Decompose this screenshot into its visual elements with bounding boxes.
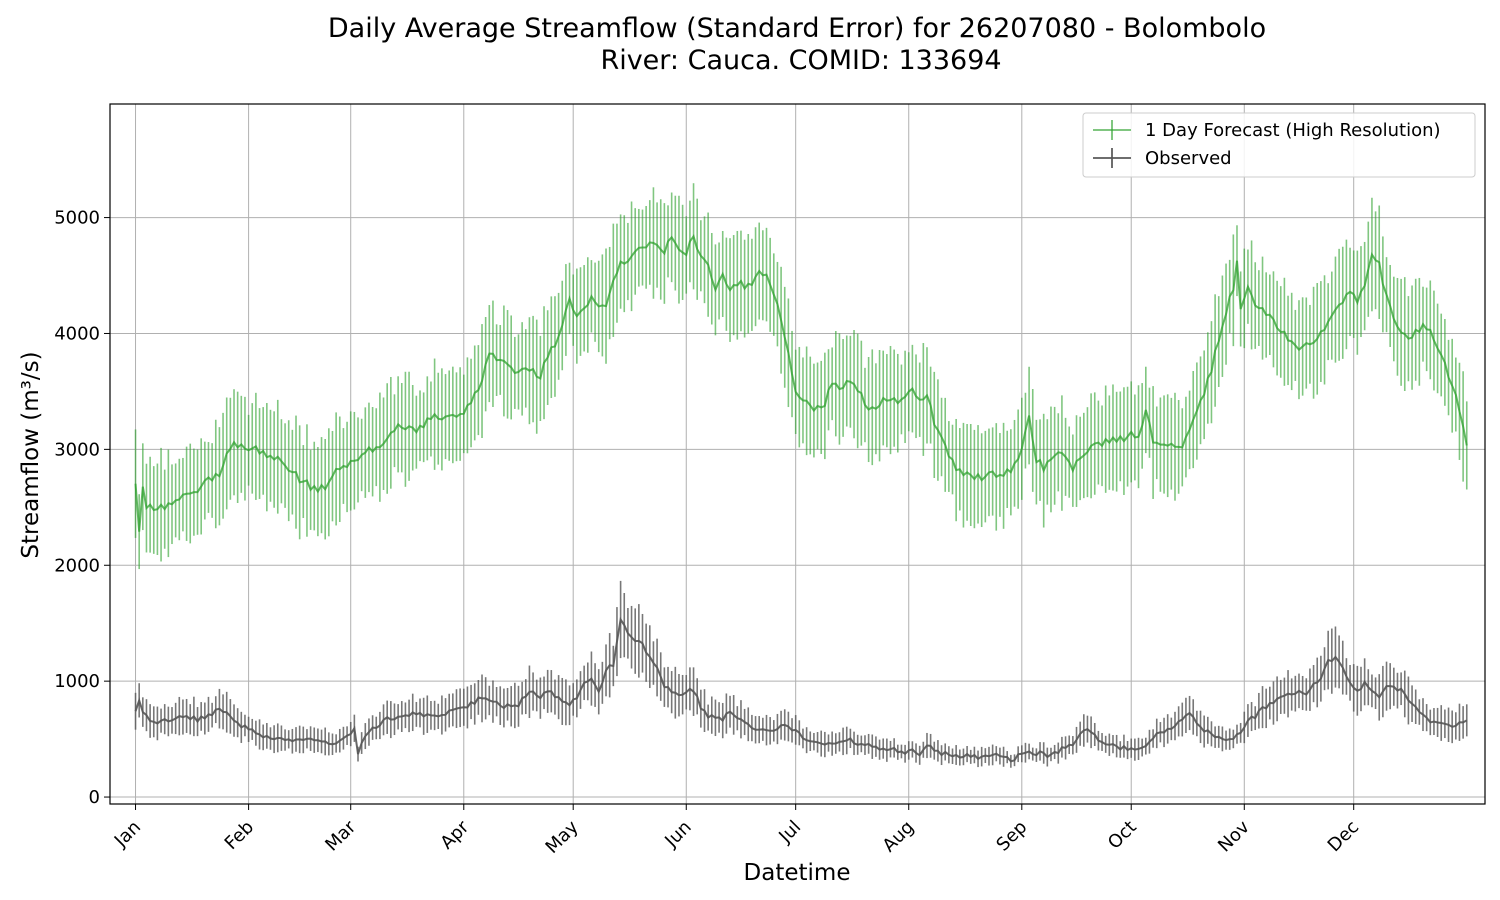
y-axis-label: Streamflow (m³/s) [18,351,44,558]
forecast-series [134,183,1468,570]
x-tick-label: Jun [660,817,695,852]
x-tick-label: Oct [1104,817,1141,854]
y-tick-label: 2000 [54,555,100,576]
x-tick-label: Apr [436,816,473,853]
y-tick-label: 0 [89,787,100,808]
series-layer [134,183,1468,768]
x-tick-label: Aug [879,817,919,857]
y-tick-label: 4000 [54,323,100,344]
chart-title-line2: River: Cauca. COMID: 133694 [600,45,1001,76]
legend: 1 Day Forecast (High Resolution) Observe… [1082,112,1476,178]
y-tick-label: 1000 [54,671,100,692]
y-tick-label: 3000 [54,439,100,460]
forecast-mean-line [134,234,1468,532]
x-tick-label: Jan [110,817,145,852]
x-tick-label: Dec [1324,817,1363,856]
x-tick-label: Jul [774,817,805,848]
y-axis: 0 1000 2000 3000 4000 5000 [54,208,110,808]
x-axis: Jan Feb Mar Apr May Jun Jul Aug Sep Oct Nov Dec [110,804,1363,858]
observed-mean-line [134,616,1468,763]
legend-label-forecast: 1 Day Forecast (High Resolution) [1145,120,1441,141]
x-tick-label: Sep [992,817,1031,856]
chart-title-line1: Daily Average Streamflow (Standard Error… [328,13,1266,44]
x-tick-label: Mar [321,816,360,855]
observed-series [134,580,1468,768]
y-tick-label: 5000 [54,208,100,229]
legend-box [1082,112,1476,178]
x-tick-label: Feb [221,817,258,854]
legend-label-observed: Observed [1145,148,1232,169]
x-tick-label: May [542,816,583,857]
x-axis-label: Datetime [744,860,851,886]
x-tick-label: Nov [1214,816,1254,856]
plot-frame [109,103,1486,805]
